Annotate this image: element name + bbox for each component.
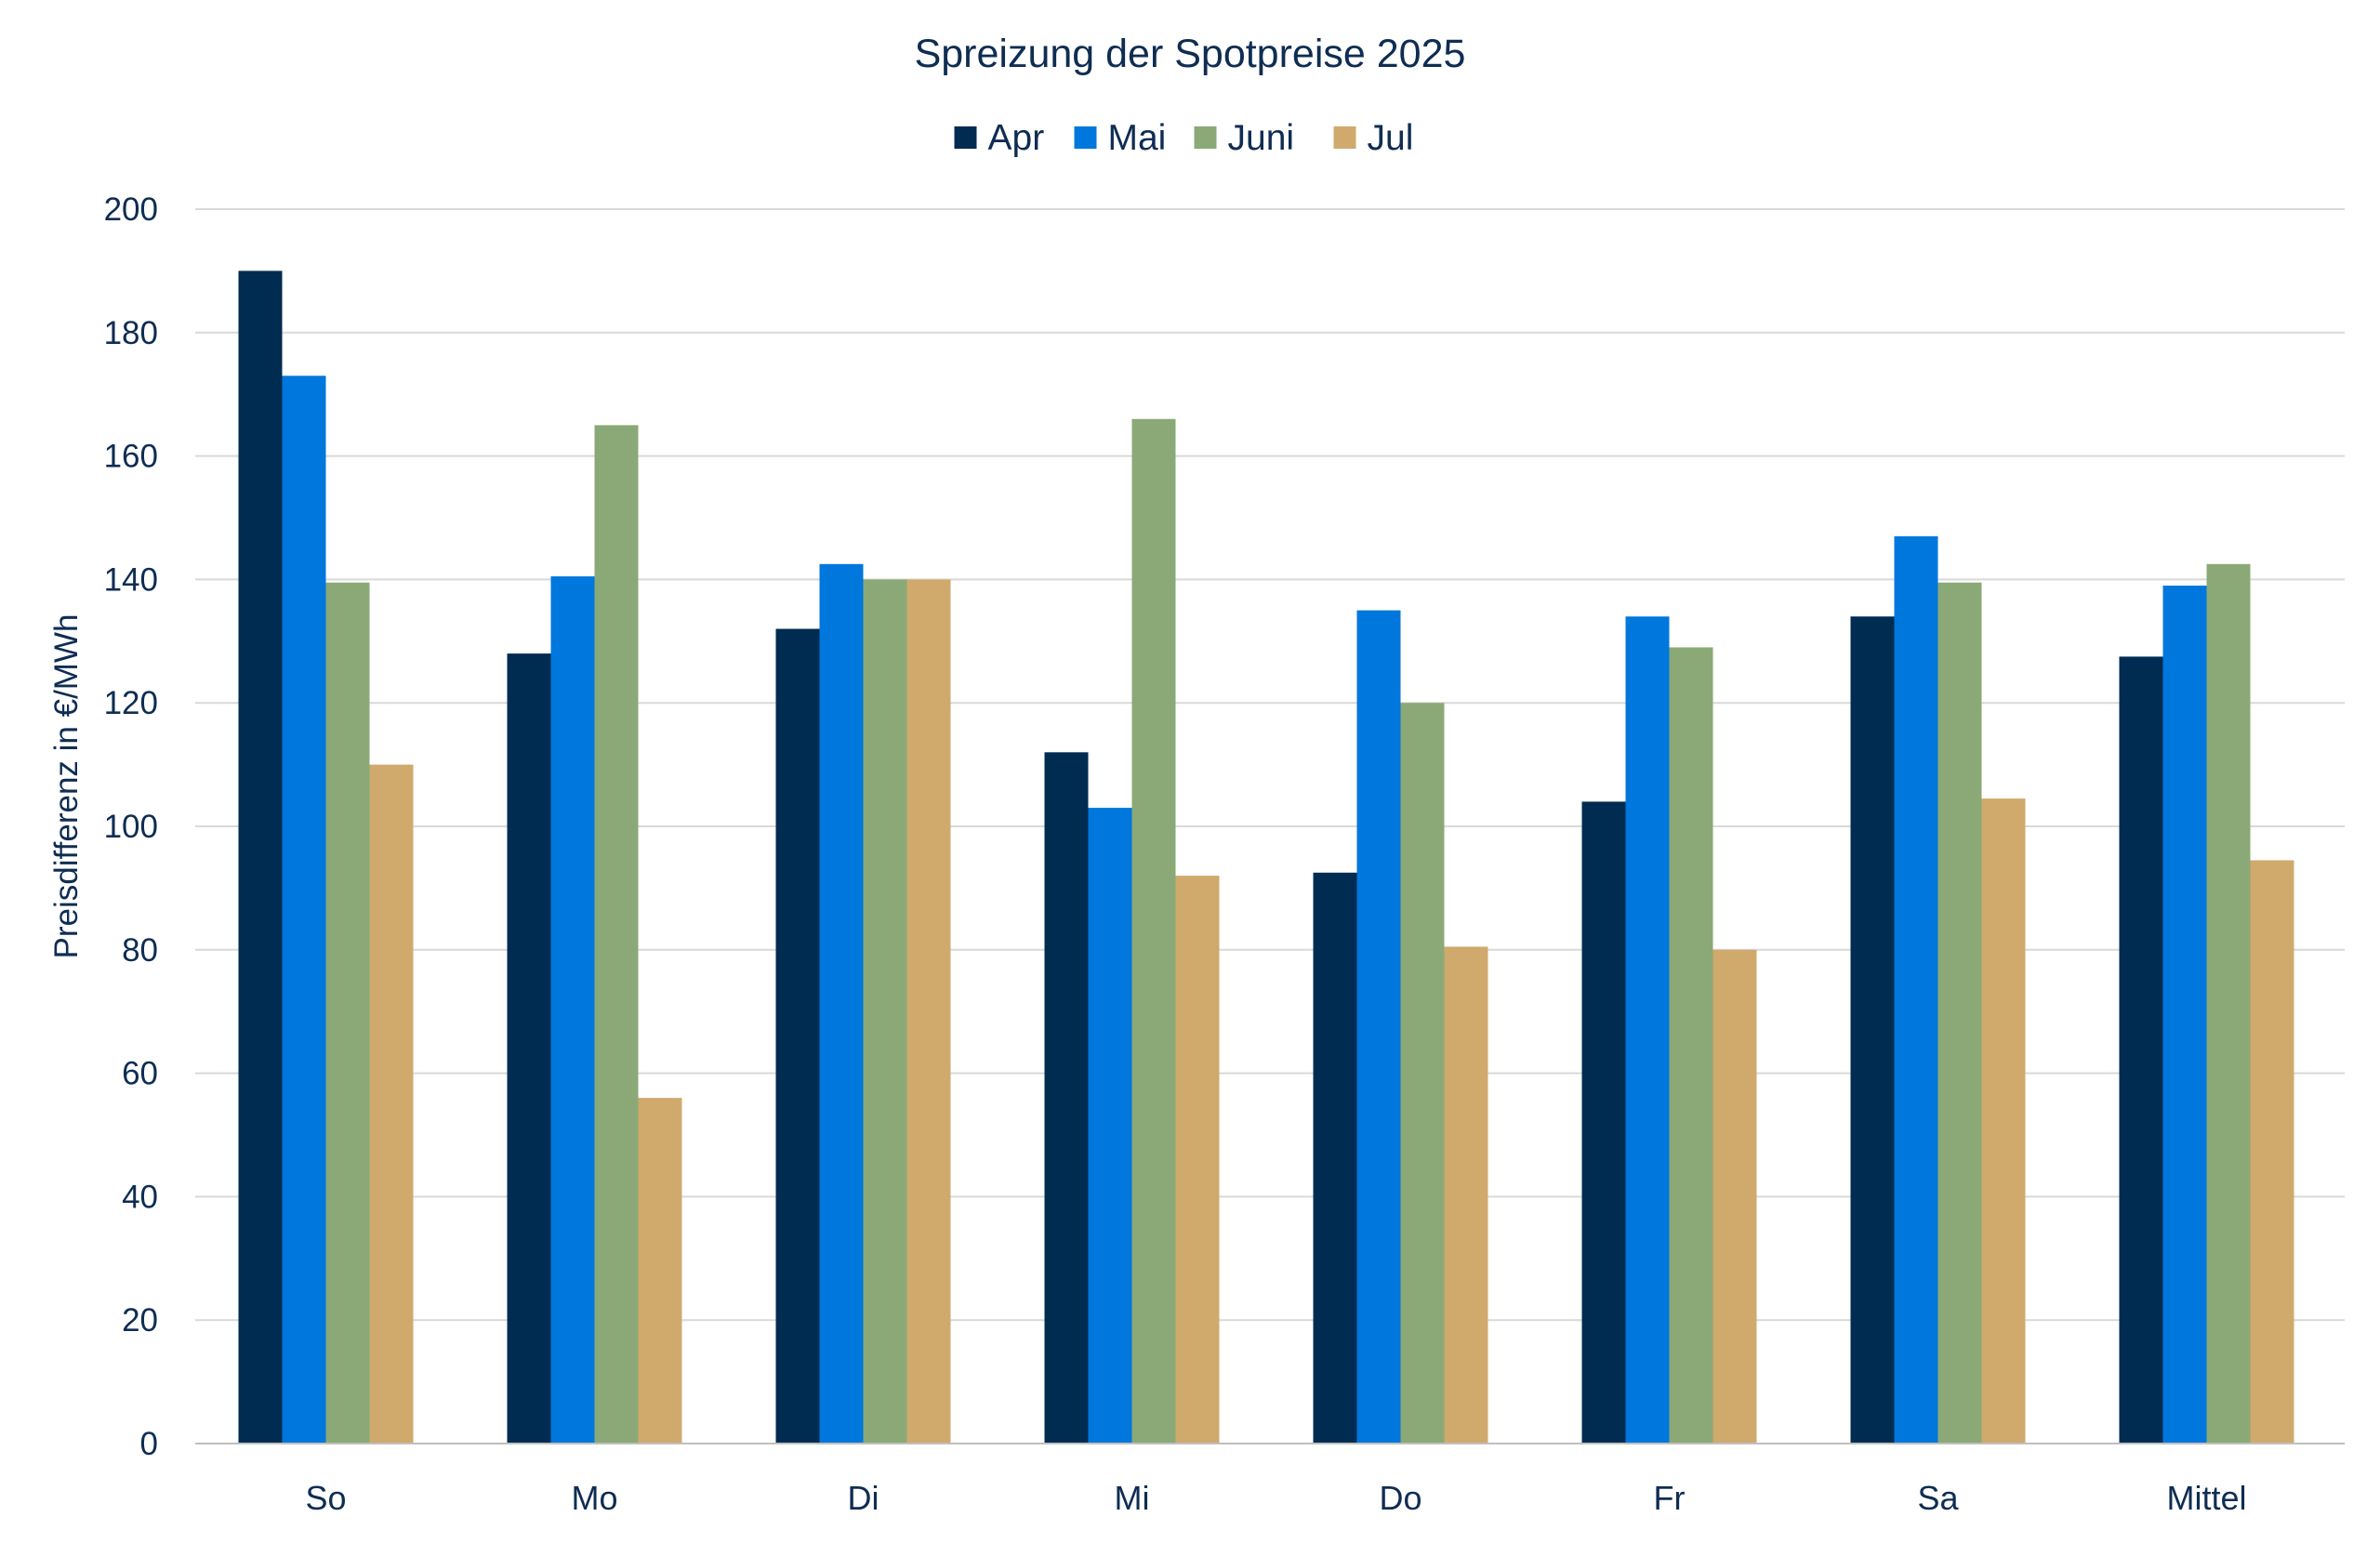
legend-swatch-jul — [1333, 126, 1356, 149]
bar-mai-di — [819, 563, 864, 1444]
y-tick-label: 0 — [140, 1426, 158, 1462]
bar-apr-so — [238, 270, 283, 1444]
y-tick-label: 100 — [104, 809, 158, 845]
bar-jul-sa — [1981, 798, 2026, 1444]
bar-juni-do — [1400, 703, 1445, 1444]
bar-apr-mi — [1044, 752, 1089, 1444]
bar-jul-fr — [1712, 949, 1757, 1444]
y-tick-label: 180 — [104, 315, 158, 351]
x-tick-label: Sa — [1917, 1479, 1959, 1517]
x-tick-label: Fr — [1654, 1479, 1686, 1517]
bar-jul-mo — [638, 1098, 682, 1444]
legend-label-apr: Apr — [988, 118, 1045, 158]
bar-mai-mittel — [2162, 586, 2207, 1444]
legend-swatch-mai — [1074, 126, 1097, 149]
legend: Apr Mai Juni Jul — [954, 118, 1414, 158]
bar-jul-mittel — [2250, 860, 2294, 1444]
bar-juni-sa — [1937, 582, 1982, 1444]
bar-jul-mi — [1175, 876, 1220, 1444]
bar-juni-mo — [594, 425, 639, 1444]
bar-jul-so — [369, 764, 414, 1444]
bar-apr-di — [775, 628, 820, 1444]
bar-apr-mittel — [2119, 656, 2163, 1444]
x-tick-label: Mittel — [2166, 1479, 2246, 1517]
y-axis-label: Preisdifferenz in €/MWh — [48, 614, 85, 959]
x-tick-label: Di — [848, 1479, 879, 1517]
legend-label-jul: Jul — [1368, 118, 1414, 158]
y-tick-label: 120 — [104, 685, 158, 721]
y-axis-ticks: 0 20 40 60 80 100 120 140 160 180 200 — [104, 191, 158, 1462]
bar-juni-mittel — [2206, 563, 2251, 1444]
bar-juni-mi — [1131, 418, 1176, 1444]
x-tick-label: Mi — [1115, 1479, 1150, 1517]
y-tick-label: 140 — [104, 561, 158, 598]
y-tick-label: 60 — [122, 1056, 158, 1092]
bar-apr-do — [1313, 872, 1357, 1444]
bar-jul-di — [906, 579, 951, 1444]
bar-juni-fr — [1669, 647, 1713, 1444]
bar-mai-so — [282, 376, 326, 1444]
legend-swatch-apr — [954, 126, 977, 149]
bar-apr-sa — [1850, 616, 1895, 1444]
bar-mai-mo — [550, 576, 595, 1444]
bar-mai-sa — [1894, 535, 1938, 1444]
x-tick-label: Mo — [571, 1479, 617, 1517]
bar-mai-mi — [1088, 808, 1132, 1444]
bar-mai-do — [1356, 610, 1401, 1444]
bar-jul-do — [1444, 946, 1488, 1444]
bar-mai-fr — [1625, 616, 1670, 1444]
bar-apr-mo — [507, 653, 551, 1444]
bars — [238, 270, 2294, 1444]
legend-label-juni: Juni — [1228, 118, 1295, 158]
legend-swatch-juni — [1194, 126, 1217, 149]
x-tick-label: So — [305, 1479, 346, 1517]
y-tick-label: 20 — [122, 1302, 158, 1339]
bar-juni-di — [863, 579, 907, 1444]
y-tick-label: 200 — [104, 191, 158, 228]
y-tick-label: 160 — [104, 439, 158, 475]
bar-juni-so — [325, 582, 370, 1444]
y-tick-label: 40 — [122, 1179, 158, 1215]
bar-apr-fr — [1581, 801, 1626, 1444]
y-tick-label: 80 — [122, 932, 158, 969]
x-axis-labels: So Mo Di Mi Do Fr Sa Mittel — [305, 1479, 2246, 1517]
chart-title: Spreizung der Spotpreise 2025 — [915, 32, 1466, 76]
x-tick-label: Do — [1379, 1479, 1421, 1517]
legend-label-mai: Mai — [1108, 118, 1167, 158]
